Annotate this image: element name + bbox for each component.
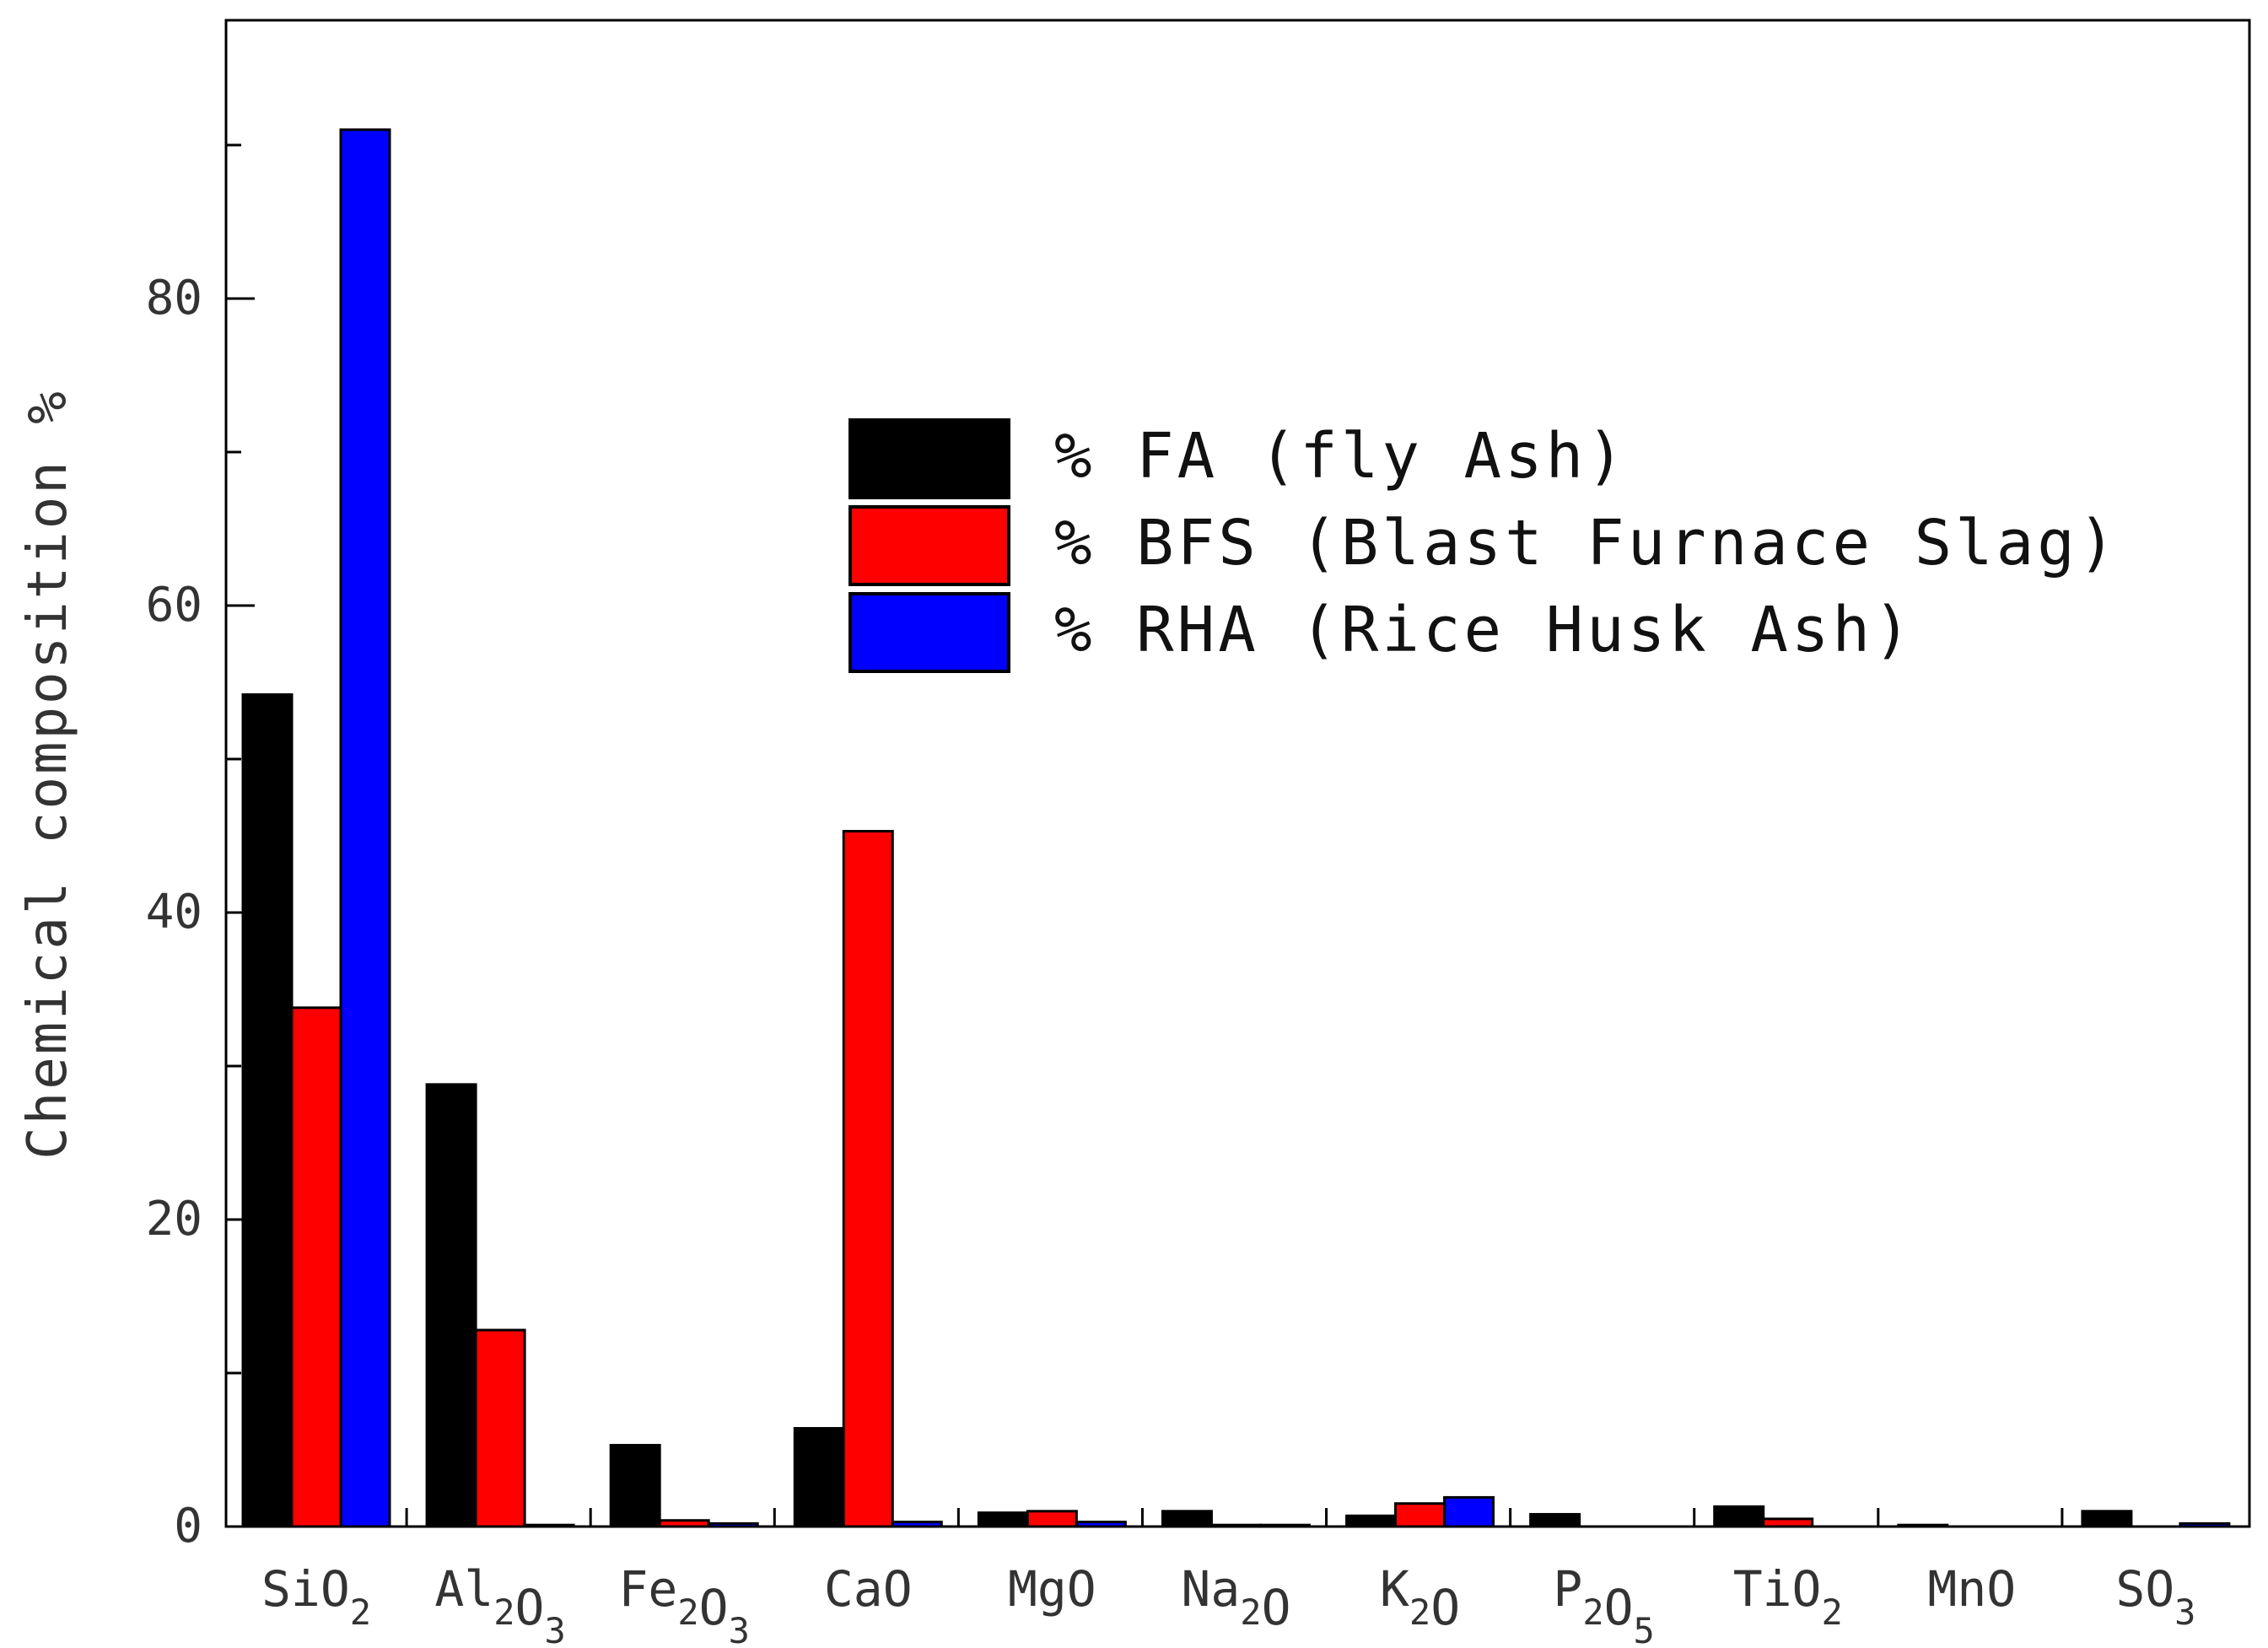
plot-frame <box>224 19 2251 1528</box>
y-tick-label: 0 <box>174 1499 202 1554</box>
y-tick-label: 60 <box>146 578 202 633</box>
x-category-label: CaO <box>824 1560 913 1618</box>
bar-rha-sio2 <box>339 128 391 1528</box>
x-label-subscript: 2 <box>677 1591 698 1633</box>
x-label-part: O <box>1262 1579 1291 1636</box>
bar-bfs-al2o3 <box>474 1328 526 1528</box>
x-label-part: TiO <box>1733 1560 1822 1618</box>
y-axis-title: Chemical composition % <box>17 389 79 1160</box>
x-category-label: SiO2 <box>261 1560 371 1633</box>
x-category-label: SO3 <box>2115 1560 2195 1633</box>
bar-fa-mgo <box>977 1511 1029 1528</box>
x-label-subscript: 2 <box>1821 1591 1842 1633</box>
x-label-part: MnO <box>1927 1560 2016 1618</box>
y-axis: 0 20 40 60 80 <box>146 143 255 1554</box>
x-category-label: Na2O <box>1181 1560 1290 1636</box>
x-label-subscript: 3 <box>2174 1591 2195 1633</box>
bar-bfs-k2o <box>1394 1502 1446 1528</box>
bar-rha-k2o <box>1443 1495 1495 1528</box>
bar-rha-al2o3 <box>523 1523 575 1528</box>
x-label-subscript: 3 <box>729 1610 750 1648</box>
x-label-subscript: 2 <box>1240 1591 1261 1633</box>
legend-label-rha: % RHA (Rice Husk Ash) <box>1054 594 1915 666</box>
legend-swatch-fa <box>848 418 1010 499</box>
bar-fa-cao <box>793 1427 845 1528</box>
legend-label-fa: % FA (fly Ash) <box>1054 420 1628 493</box>
bar-fa-fe2o3 <box>609 1444 661 1528</box>
y-tick-label: 40 <box>146 885 202 940</box>
legend-label-bfs: % BFS (Blast Furnace Slag) <box>1054 507 2119 579</box>
x-label-part: P <box>1553 1560 1582 1618</box>
x-category-label: TiO2 <box>1733 1560 1843 1633</box>
legend-swatch-bfs <box>848 505 1010 586</box>
bar-fa-so3 <box>2081 1510 2133 1528</box>
bar-fa-sio2 <box>241 693 294 1528</box>
bar-fa-tio2 <box>1713 1505 1765 1528</box>
y-tick-label: 20 <box>146 1192 202 1247</box>
bar-rha-mgo <box>1075 1521 1127 1528</box>
x-label-part: O <box>321 1560 350 1618</box>
x-label-subscript: 2 <box>1582 1591 1603 1633</box>
x-label-part: Fe <box>619 1560 678 1618</box>
x-label-subscript: 2 <box>350 1591 371 1633</box>
bar-bfs-na2o <box>1209 1523 1262 1528</box>
bar-bfs-mgo <box>1026 1510 1078 1528</box>
x-category-label: MnO <box>1927 1560 2016 1618</box>
x-label-part: Al <box>434 1560 493 1618</box>
x-label-subscript: 2 <box>1409 1591 1430 1633</box>
x-category-label: MgO <box>1008 1560 1096 1618</box>
bar-rha-fe2o3 <box>707 1521 759 1528</box>
x-label-part: Na <box>1181 1560 1240 1618</box>
x-label-part: O <box>1604 1579 1634 1636</box>
bar-rha-na2o <box>1258 1523 1311 1528</box>
x-label-part: CaO <box>824 1560 913 1618</box>
bars-group <box>241 128 2231 1528</box>
x-category-label: K2O <box>1380 1560 1460 1636</box>
bar-fa-p2o5 <box>1529 1512 1581 1528</box>
bar-rha-cao <box>891 1521 943 1528</box>
x-label-part: O <box>699 1579 729 1636</box>
bar-bfs-sio2 <box>290 1006 342 1528</box>
x-category-label: P2O5 <box>1553 1560 1654 1648</box>
x-label-part: SO <box>2115 1560 2174 1618</box>
bar-bfs-fe2o3 <box>658 1519 710 1528</box>
x-label-part: MgO <box>1008 1560 1096 1618</box>
x-label-part: Si <box>261 1560 321 1618</box>
legend: % FA (fly Ash) % BFS (Blast Furnace Slag)… <box>848 418 2119 673</box>
y-tick-label: 80 <box>146 271 202 326</box>
legend-swatch-rha <box>848 592 1010 673</box>
x-label-part: O <box>1430 1579 1460 1636</box>
bar-fa-al2o3 <box>425 1083 477 1528</box>
x-category-label: Al2O3 <box>434 1560 565 1648</box>
x-label-subscript: 5 <box>1634 1610 1655 1648</box>
x-label-subscript: 2 <box>493 1591 514 1633</box>
x-category-label: Fe2O3 <box>619 1560 750 1648</box>
bar-rha-so3 <box>2179 1521 2231 1528</box>
x-label-subscript: 3 <box>544 1610 565 1648</box>
bar-bfs-tio2 <box>1762 1517 1814 1528</box>
x-label-part: K <box>1380 1560 1409 1618</box>
x-label-part: O <box>515 1579 545 1636</box>
bar-fa-k2o <box>1345 1514 1398 1528</box>
bar-fa-na2o <box>1161 1510 1213 1528</box>
bar-bfs-cao <box>842 830 894 1528</box>
bar-fa-mno <box>1897 1523 1949 1528</box>
